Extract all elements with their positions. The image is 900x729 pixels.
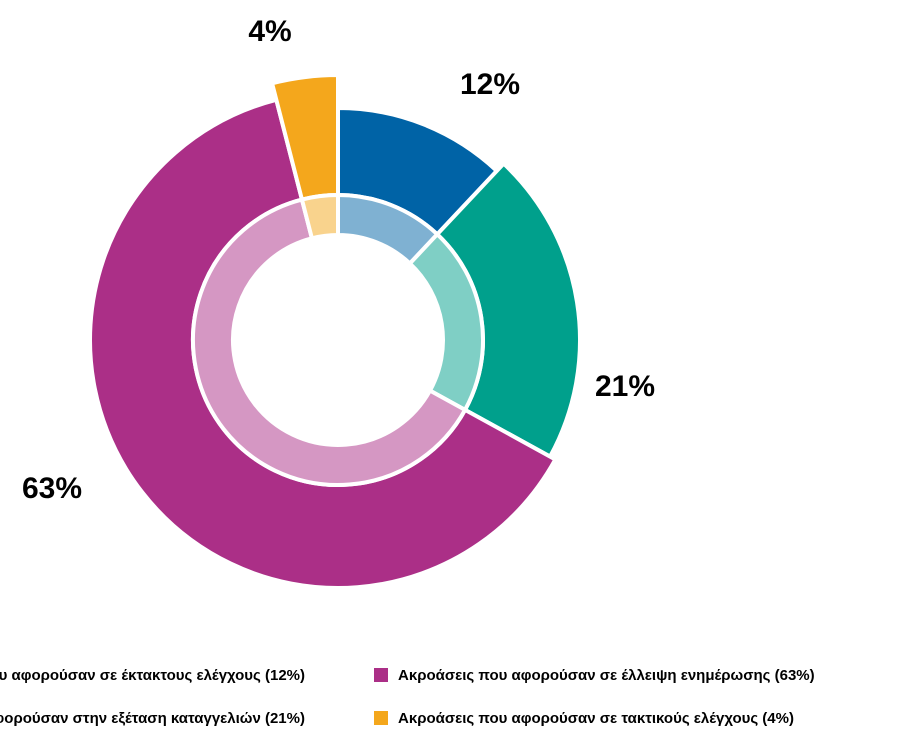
legend-label: Ακροάσεις που αφορούσαν σε έκτακτους ελέ…: [0, 667, 305, 684]
legend-marker: [374, 668, 388, 682]
value-label: 4%: [248, 15, 291, 48]
legend-marker: [374, 711, 388, 725]
donut-inner-segment: [191, 197, 468, 487]
legend-label: Ακροάσεις που αφορούσαν σε τακτικούς ελέ…: [398, 710, 794, 727]
value-label: 63%: [22, 472, 82, 505]
legend-label: Ακροάσεις που αφορούσαν στην εξέταση κατ…: [0, 710, 305, 727]
legend-label: Ακροάσεις που αφορούσαν σε έλλειψη ενημέ…: [398, 667, 815, 684]
donut-inner-segment: [299, 192, 340, 241]
value-label: 21%: [595, 370, 655, 403]
value-label: 12%: [460, 68, 520, 101]
